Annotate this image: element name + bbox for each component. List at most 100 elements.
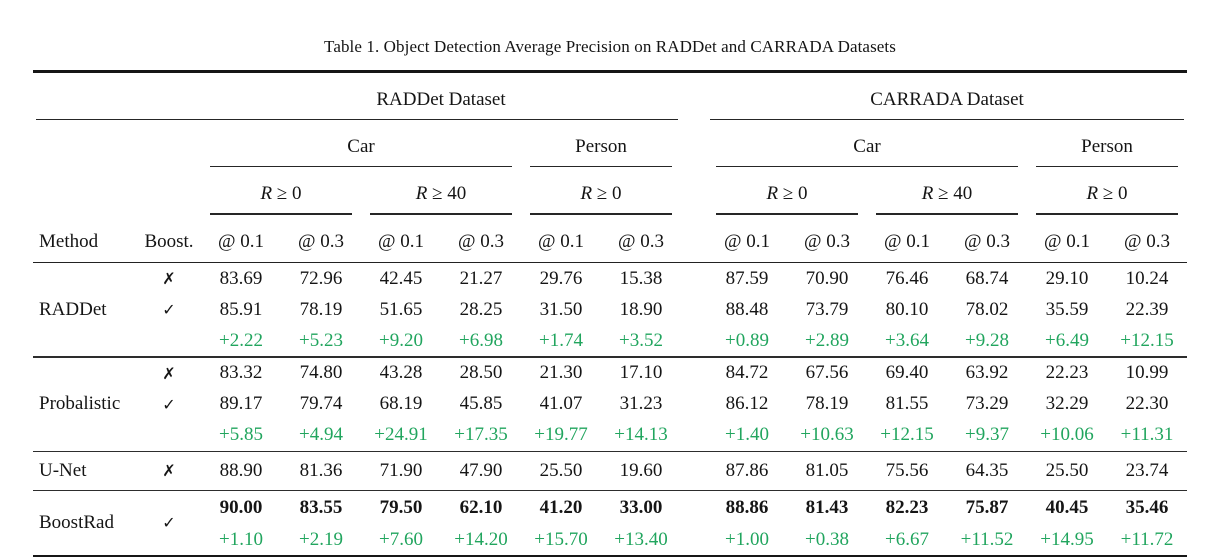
ap-value: 45.85 — [459, 393, 503, 415]
range-header-r0: R ≥ 0 — [707, 167, 867, 213]
ap-value: 79.50 — [379, 496, 423, 518]
ap-delta: +0.38 — [805, 528, 849, 550]
rule-under-range — [370, 213, 512, 215]
at-header: @ 0.1 — [724, 230, 770, 252]
ap-delta: +6.67 — [885, 528, 929, 550]
ap-value: 82.23 — [885, 496, 929, 518]
ap-value: 22.23 — [1045, 362, 1089, 384]
rule-under-car — [716, 165, 1018, 168]
column-spacer — [681, 294, 707, 325]
ap-value: 29.10 — [1045, 267, 1089, 289]
r-symbol: R — [766, 183, 779, 205]
ap-delta: +10.63 — [800, 424, 854, 446]
ap-delta: +9.37 — [965, 424, 1009, 446]
at-header: @ 0.1 — [378, 230, 424, 252]
boost-empty-cell — [137, 325, 201, 356]
ap-delta: +14.20 — [454, 528, 508, 550]
rule-under-range — [210, 213, 352, 215]
rule-under-range — [530, 213, 672, 215]
ap-value: 23.74 — [1125, 459, 1169, 481]
column-spacer — [681, 358, 707, 389]
r0-threshold: ≥ 0 — [596, 183, 622, 205]
method-name: U-Net — [39, 459, 87, 481]
ap-value: 85.91 — [219, 298, 263, 320]
top-rule — [33, 70, 1187, 73]
ap-value: 83.32 — [219, 362, 263, 384]
ap-delta: +5.23 — [299, 329, 343, 351]
ap-delta: +2.89 — [805, 329, 849, 351]
ap-value: 40.45 — [1045, 496, 1089, 518]
ap-value: 17.10 — [619, 362, 663, 384]
ap-value: 78.19 — [299, 298, 343, 320]
ap-value: 78.02 — [965, 298, 1009, 320]
ap-value: 64.35 — [965, 459, 1009, 481]
ap-delta: +15.70 — [534, 528, 588, 550]
ap-delta: +9.28 — [965, 329, 1009, 351]
group-separator-rule — [33, 450, 1187, 452]
ap-value: 25.50 — [539, 459, 583, 481]
range-header-r40: R ≥ 40 — [867, 167, 1027, 213]
ap-value: 69.40 — [885, 362, 929, 384]
ap-delta: +2.19 — [299, 528, 343, 550]
ap-value: 21.30 — [539, 362, 583, 384]
ap-value: 83.69 — [219, 267, 263, 289]
group-separator-rule — [33, 489, 1187, 491]
ap-value: 51.65 — [379, 298, 423, 320]
ap-delta: +14.95 — [1040, 528, 1094, 550]
group-separator-rule — [33, 356, 1187, 358]
ap-value: 78.19 — [805, 393, 849, 415]
ap-value: 75.87 — [965, 496, 1009, 518]
ap-delta: +1.40 — [725, 424, 769, 446]
rule-under-car — [210, 165, 512, 168]
ap-value: 22.39 — [1125, 298, 1169, 320]
ap-delta: +24.91 — [374, 424, 428, 446]
at-header: @ 0.3 — [964, 230, 1010, 252]
ap-delta: +6.98 — [459, 329, 503, 351]
ap-value: 72.96 — [299, 267, 343, 289]
column-spacer — [681, 525, 707, 555]
r0-threshold: ≥ 0 — [276, 183, 302, 205]
dataset-header-carrada: CARRADA Dataset — [870, 88, 1024, 110]
ap-delta: +3.52 — [619, 329, 663, 351]
ap-value: 81.05 — [805, 459, 849, 481]
ap-value: 25.50 — [1045, 459, 1089, 481]
range-header-r40: R ≥ 40 — [361, 167, 521, 213]
r0-threshold: ≥ 0 — [782, 183, 808, 205]
ap-delta: +19.77 — [534, 424, 588, 446]
ap-value: 73.29 — [965, 393, 1009, 415]
ap-delta: +9.20 — [379, 329, 423, 351]
ap-delta: +11.52 — [960, 528, 1014, 550]
ap-value: 42.45 — [379, 267, 423, 289]
ap-value: 22.30 — [1125, 393, 1169, 415]
boost-empty-cell — [137, 420, 201, 451]
ap-value: 62.10 — [459, 496, 503, 518]
method-name: BoostRad — [39, 511, 114, 533]
ap-delta: +6.49 — [1045, 329, 1089, 351]
ap-value: 67.56 — [805, 362, 849, 384]
ap-value: 88.48 — [725, 298, 769, 320]
method-name: Probalistic — [39, 393, 121, 415]
rule-under-range — [1036, 213, 1178, 215]
ap-value: 15.38 — [619, 267, 663, 289]
ap-value: 28.25 — [459, 298, 503, 320]
ap-value: 88.90 — [219, 459, 263, 481]
ap-value: 81.43 — [805, 496, 849, 518]
r40-threshold: ≥ 40 — [938, 183, 973, 205]
column-spacer — [681, 215, 707, 262]
range-header-r0: R ≥ 0 — [201, 167, 361, 213]
ap-value: 43.28 — [379, 362, 423, 384]
ap-delta: +3.64 — [885, 329, 929, 351]
ap-value: 79.74 — [299, 393, 343, 415]
r-symbol: R — [921, 183, 934, 205]
at-header: @ 0.3 — [804, 230, 850, 252]
column-spacer — [681, 491, 707, 525]
ap-value: 28.50 — [459, 362, 503, 384]
at-header: @ 0.1 — [1044, 230, 1090, 252]
ap-value: 87.59 — [725, 267, 769, 289]
check-icon: ✓ — [162, 394, 176, 414]
rule-under-carrada — [710, 118, 1184, 120]
ap-value: 88.86 — [725, 496, 769, 518]
r-symbol: R — [415, 183, 428, 205]
column-spacer — [681, 452, 707, 490]
cross-icon: ✗ — [162, 363, 176, 383]
